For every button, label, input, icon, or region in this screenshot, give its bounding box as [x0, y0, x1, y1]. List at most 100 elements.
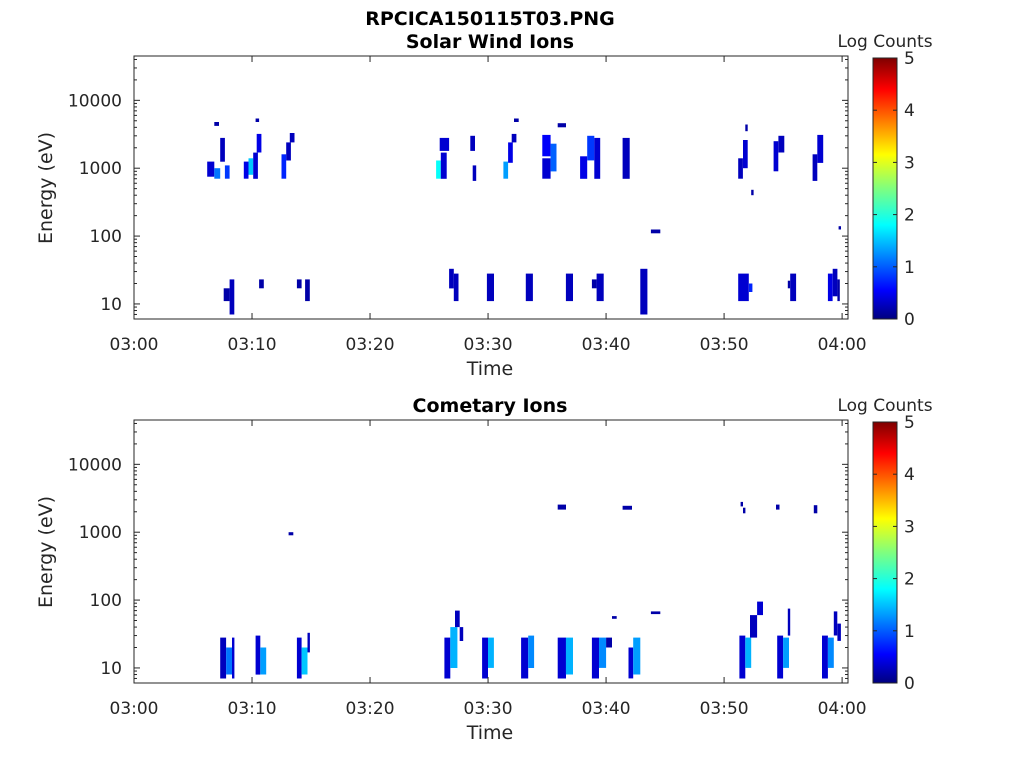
- heatmap-cell: [229, 279, 235, 315]
- y-tick-label: 10000: [68, 455, 122, 475]
- heatmap-cell: [594, 137, 601, 179]
- heatmap-cell: [783, 637, 789, 668]
- heatmap-cells: [220, 501, 841, 679]
- heatmap-cell: [827, 273, 833, 302]
- heatmap-cell: [528, 635, 535, 668]
- colorbar-tick-label: 2: [904, 570, 915, 590]
- heatmap-cell: [436, 160, 441, 179]
- heatmap-cell: [787, 608, 791, 636]
- y-ticks: 10 100 1000 10000: [68, 422, 848, 684]
- colorbar-ticks: 0 1 2 3 4 5: [873, 413, 915, 694]
- colorbar-tick-label: 1: [904, 258, 915, 278]
- heatmap-cell: [612, 616, 617, 619]
- heatmap-cell: [514, 118, 519, 122]
- heatmap-cell: [773, 141, 779, 172]
- x-tick-label: 03:50: [700, 699, 749, 719]
- heatmap-cells: [207, 118, 841, 315]
- x-ticks: 03:00 03:10 03:20 03:30 03:40 03:50 04:00: [110, 420, 867, 719]
- heatmap-cell: [591, 279, 597, 289]
- heatmap-cell: [622, 137, 630, 179]
- heatmap-cell: [743, 507, 746, 514]
- colorbar: [872, 57, 898, 320]
- colorbar-tick-label: 5: [904, 413, 915, 433]
- colorbar-ticks: 0 1 2 3 4 5: [873, 49, 915, 330]
- heatmap-cell: [470, 135, 475, 151]
- heatmap-cell: [296, 637, 302, 679]
- x-tick-label: 03:00: [110, 699, 159, 719]
- heatmap-cell: [305, 279, 310, 302]
- heatmap-cell: [591, 637, 599, 679]
- heatmap-cell: [837, 279, 840, 302]
- heatmap-cell: [508, 142, 513, 163]
- x-tick-label: 03:10: [228, 335, 277, 355]
- heatmap-cell: [223, 288, 230, 302]
- heatmap-cell: [255, 118, 260, 122]
- heatmap-cell: [550, 143, 557, 172]
- panel-1-title: Solar Wind Ions: [406, 31, 574, 53]
- heatmap-cell: [459, 627, 464, 641]
- heatmap-cell: [207, 161, 215, 177]
- heatmap-cell: [748, 283, 753, 292]
- y-tick-label: 1000: [79, 159, 122, 179]
- heatmap-cell: [740, 501, 743, 507]
- y-tick-label: 100: [90, 591, 122, 611]
- heatmap-cell: [214, 122, 219, 126]
- heatmap-cell: [256, 133, 262, 153]
- heatmap-cell: [817, 134, 824, 163]
- x-ticks: 03:00 03:10 03:20 03:30 03:40 03:50 04:00: [110, 56, 867, 355]
- x-axis-label: Time: [466, 358, 514, 380]
- heatmap-cell: [812, 154, 818, 181]
- colorbar-label: Log Counts: [837, 32, 932, 52]
- heatmap-cell: [440, 152, 447, 179]
- heatmap-cell: [557, 504, 566, 510]
- heatmap-cell: [838, 226, 841, 230]
- x-tick-label: 03:20: [346, 335, 395, 355]
- heatmap-cell: [743, 140, 748, 169]
- heatmap-cell: [248, 158, 254, 175]
- heatmap-cell: [650, 229, 661, 234]
- heatmap-cell: [307, 632, 310, 653]
- panel-solar-wind: Solar Wind Ions 03:00 03:10 03:20 03:30 03:4…: [35, 31, 933, 380]
- heatmap-cell: [580, 156, 588, 179]
- x-tick-label: 03:40: [582, 335, 631, 355]
- heatmap-cell: [557, 123, 566, 128]
- heatmap-cell: [220, 137, 225, 162]
- colorbar-tick-label: 3: [904, 517, 915, 537]
- heatmap-cell: [243, 161, 249, 179]
- heatmap-cell: [827, 637, 834, 668]
- colorbar-tick-label: 0: [904, 674, 915, 694]
- heatmap-cell: [599, 637, 607, 668]
- heatmap-cell: [455, 610, 460, 628]
- x-tick-label: 03:30: [464, 335, 513, 355]
- heatmap-cell: [488, 637, 494, 668]
- heatmap-cell: [224, 165, 230, 179]
- heatmap-cell: [472, 165, 477, 181]
- heatmap-cell: [521, 637, 529, 679]
- heatmap-cell: [220, 637, 227, 679]
- figure-title: RPCICA150115T03.PNG: [365, 8, 615, 30]
- heatmap-cell: [439, 137, 450, 151]
- heatmap-cell: [787, 280, 791, 289]
- heatmap-cell: [525, 273, 533, 302]
- heatmap-cell: [453, 273, 459, 302]
- heatmap-cell: [542, 158, 551, 179]
- heatmap-cell: [281, 154, 287, 179]
- panel-cometary: Cometary Ions 03:00 03:10 03:20 03:30 03:40 0…: [35, 395, 933, 744]
- heatmap-cell: [486, 273, 494, 302]
- heatmap-cell: [289, 133, 295, 143]
- x-tick-label: 03:10: [228, 699, 277, 719]
- heatmap-cell: [757, 601, 763, 616]
- x-axis-label: Time: [466, 722, 514, 744]
- heatmap-cell: [745, 637, 752, 668]
- heatmap-cell: [633, 637, 641, 675]
- heatmap-cell: [232, 637, 235, 679]
- x-tick-label: 04:00: [818, 699, 867, 719]
- y-tick-label: 10000: [68, 91, 122, 111]
- heatmap-cell: [587, 135, 595, 161]
- heatmap-cell: [640, 268, 648, 315]
- y-axis-label: Energy (eV): [35, 132, 57, 244]
- heatmap-cell: [214, 168, 221, 179]
- colorbar: [872, 421, 898, 684]
- heatmap-cell: [511, 133, 517, 143]
- colorbar-tick-label: 3: [904, 153, 915, 173]
